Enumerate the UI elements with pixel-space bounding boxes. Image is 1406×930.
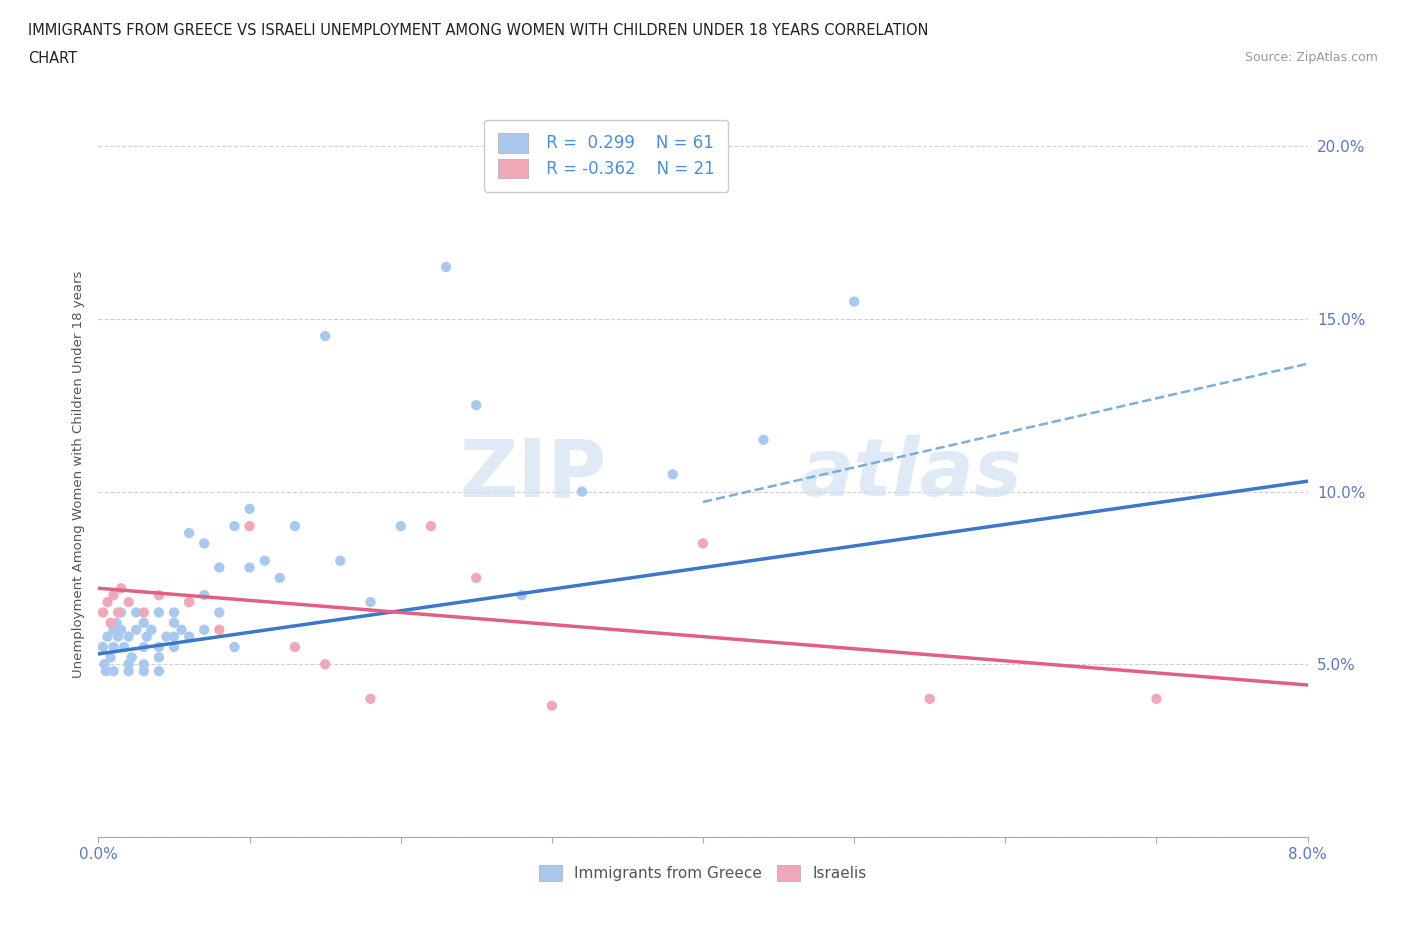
Point <box>96 630 118 644</box>
Text: ZIP: ZIP <box>458 435 606 513</box>
Point <box>239 560 262 575</box>
Point <box>193 588 215 603</box>
Point <box>329 553 352 568</box>
Point <box>100 616 122 631</box>
Point <box>360 594 382 609</box>
Point <box>110 622 132 637</box>
Point <box>125 622 148 637</box>
Legend: Immigrants from Greece, Israelis: Immigrants from Greece, Israelis <box>533 859 873 887</box>
Text: CHART: CHART <box>28 51 77 66</box>
Point <box>93 657 115 671</box>
Point <box>239 519 262 534</box>
Point <box>360 691 382 706</box>
Point <box>163 640 186 655</box>
Point <box>148 605 170 620</box>
Point <box>163 616 186 631</box>
Point <box>110 605 132 620</box>
Point <box>96 594 118 609</box>
Point <box>132 640 155 655</box>
Point <box>253 553 276 568</box>
Point <box>661 467 683 482</box>
Point <box>91 605 114 620</box>
Point <box>752 432 775 447</box>
Point <box>103 664 125 679</box>
Point <box>105 616 128 631</box>
Point <box>540 698 562 713</box>
Point <box>193 536 215 551</box>
Point <box>163 605 186 620</box>
Point <box>193 622 215 637</box>
Point <box>118 657 141 671</box>
Point <box>132 657 155 671</box>
Point <box>125 605 148 620</box>
Point <box>148 588 170 603</box>
Point <box>208 605 231 620</box>
Point <box>314 657 336 671</box>
Point <box>510 588 533 603</box>
Point <box>148 664 170 679</box>
Point <box>179 594 201 609</box>
Point <box>107 605 129 620</box>
Point <box>94 664 117 679</box>
Point <box>163 630 186 644</box>
Point <box>208 560 231 575</box>
Point <box>239 501 262 516</box>
Point <box>389 519 412 534</box>
Point <box>112 640 135 655</box>
Y-axis label: Unemployment Among Women with Children Under 18 years: Unemployment Among Women with Children U… <box>72 271 84 678</box>
Point <box>132 605 155 620</box>
Point <box>135 630 157 644</box>
Point <box>314 328 336 343</box>
Text: atlas: atlas <box>800 435 1022 513</box>
Point <box>148 640 170 655</box>
Point <box>224 519 246 534</box>
Point <box>179 630 201 644</box>
Point <box>141 622 163 637</box>
Point <box>118 594 141 609</box>
Point <box>224 640 246 655</box>
Text: IMMIGRANTS FROM GREECE VS ISRAELI UNEMPLOYMENT AMONG WOMEN WITH CHILDREN UNDER 1: IMMIGRANTS FROM GREECE VS ISRAELI UNEMPL… <box>28 23 928 38</box>
Point <box>100 650 122 665</box>
Point <box>170 622 193 637</box>
Point <box>179 525 201 540</box>
Point <box>571 485 593 499</box>
Point <box>269 570 291 585</box>
Point <box>107 630 129 644</box>
Point <box>844 294 866 309</box>
Point <box>118 664 141 679</box>
Point <box>434 259 457 274</box>
Point <box>118 630 141 644</box>
Point <box>132 664 155 679</box>
Point <box>110 581 132 596</box>
Point <box>103 622 125 637</box>
Point <box>284 640 307 655</box>
Point <box>179 594 201 609</box>
Point <box>91 640 114 655</box>
Point <box>208 622 231 637</box>
Point <box>465 398 488 413</box>
Point <box>284 519 307 534</box>
Point <box>103 640 125 655</box>
Text: Source: ZipAtlas.com: Source: ZipAtlas.com <box>1244 51 1378 64</box>
Point <box>420 519 443 534</box>
Point <box>121 650 143 665</box>
Point <box>1146 691 1168 706</box>
Point <box>918 691 941 706</box>
Point <box>155 630 177 644</box>
Point <box>132 616 155 631</box>
Point <box>103 588 125 603</box>
Point <box>148 650 170 665</box>
Point <box>465 570 488 585</box>
Point <box>692 536 714 551</box>
